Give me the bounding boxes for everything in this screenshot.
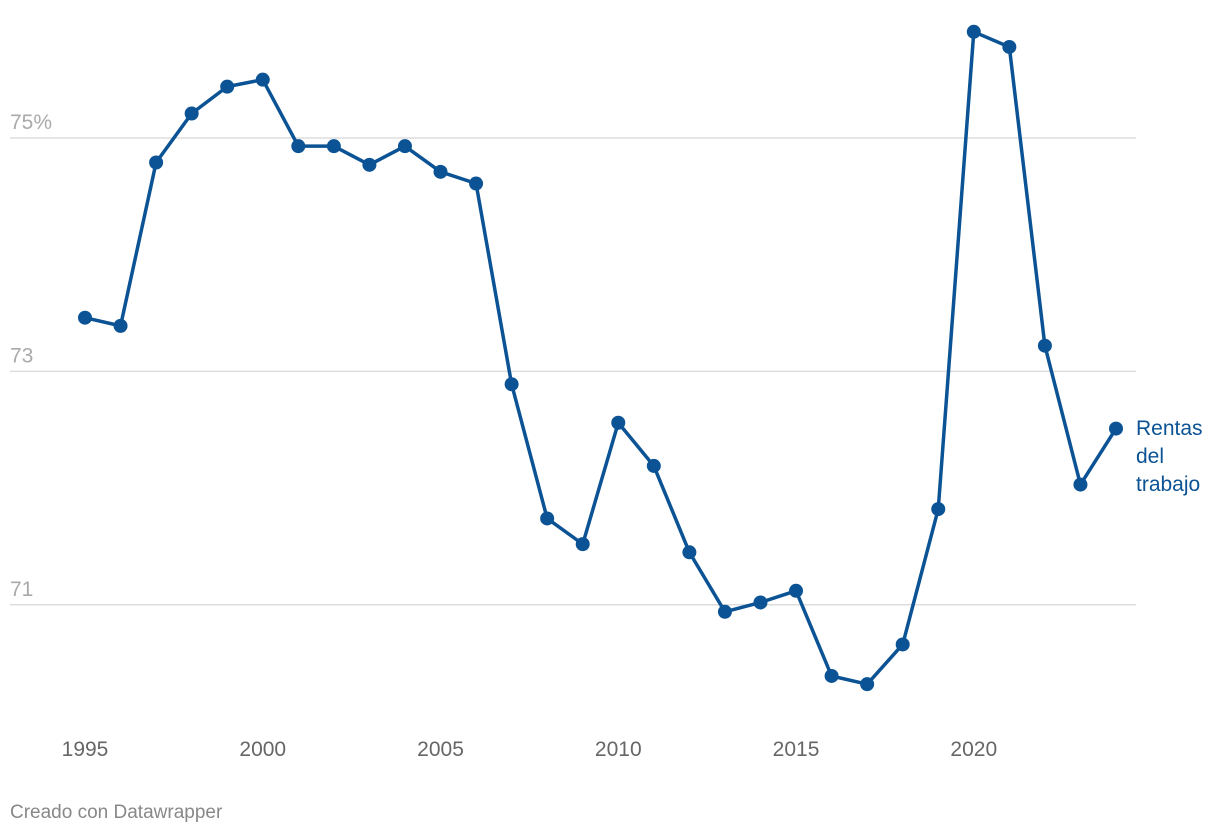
data-point bbox=[291, 139, 306, 154]
data-point bbox=[682, 545, 697, 560]
data-point bbox=[540, 511, 555, 526]
x-tick-label: 2015 bbox=[773, 738, 820, 761]
data-point bbox=[753, 595, 768, 610]
data-point bbox=[397, 139, 412, 154]
x-tick-label: 2005 bbox=[417, 738, 464, 761]
data-point bbox=[895, 637, 910, 652]
x-tick-label: 1995 bbox=[62, 738, 109, 761]
data-point bbox=[504, 377, 519, 392]
data-point bbox=[326, 139, 341, 154]
x-tick-label: 2000 bbox=[239, 738, 286, 761]
x-tick-label: 2020 bbox=[950, 738, 997, 761]
data-point bbox=[789, 583, 804, 598]
x-tick-label: 2010 bbox=[595, 738, 642, 761]
data-point bbox=[1037, 338, 1052, 353]
series-line bbox=[84, 30, 1118, 686]
data-point bbox=[646, 458, 661, 473]
series-label: Rentas del trabajo bbox=[1136, 416, 1203, 496]
y-tick-label: 71 bbox=[10, 578, 33, 601]
data-point bbox=[966, 24, 981, 39]
data-point bbox=[433, 164, 448, 179]
data-point bbox=[717, 604, 732, 619]
data-point bbox=[469, 176, 484, 191]
data-point bbox=[575, 537, 590, 552]
data-point bbox=[611, 415, 626, 430]
data-point bbox=[184, 106, 199, 121]
data-point bbox=[824, 668, 839, 683]
data-point bbox=[362, 157, 377, 172]
data-point bbox=[1073, 477, 1088, 492]
data-point bbox=[220, 79, 235, 94]
data-point bbox=[255, 72, 270, 87]
data-point bbox=[149, 155, 164, 170]
data-point bbox=[860, 677, 875, 692]
data-point bbox=[113, 318, 128, 333]
y-tick-label: 75% bbox=[10, 111, 52, 134]
y-tick-label: 73 bbox=[10, 344, 33, 367]
data-point bbox=[78, 310, 92, 325]
data-point bbox=[1002, 39, 1017, 54]
footer: Creado con Datawrapper bbox=[10, 802, 223, 823]
data-point bbox=[931, 502, 946, 517]
data-point bbox=[1109, 421, 1123, 436]
